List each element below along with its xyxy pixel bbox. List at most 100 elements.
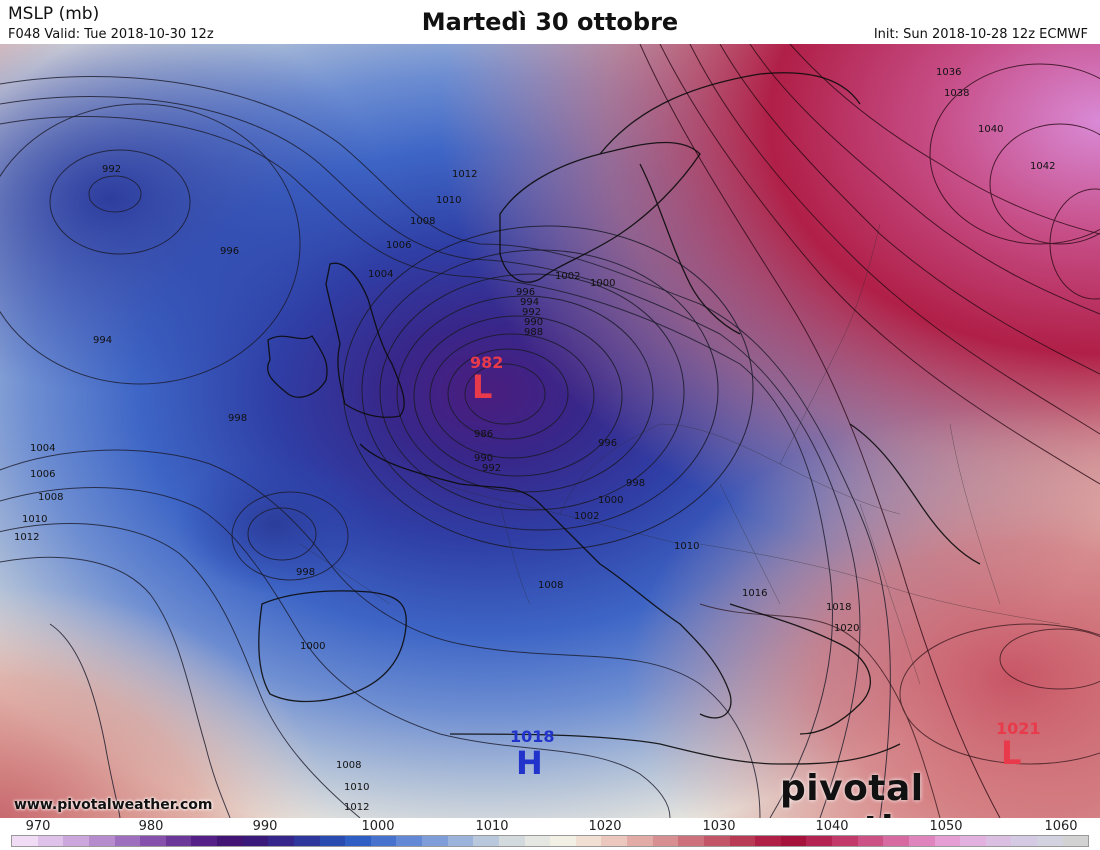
contour-label: 1010 [674,541,699,552]
colorbar-swatch [114,836,141,846]
colorbar-tick: 1020 [588,819,622,834]
contour-label: 992 [102,164,121,175]
contour-label: 992 [522,307,541,318]
colorbar-swatch [755,836,781,846]
colorbar-swatch [293,836,320,846]
colorbar-swatch [806,836,832,846]
variable-label: MSLP (mb) [8,4,100,24]
contour-label: 998 [626,478,645,489]
contour-label: 986 [474,429,493,440]
colorbar-swatch [12,836,38,846]
colorbar-swatch [1062,836,1089,846]
colorbar-swatch [370,836,397,846]
high-center-africa: 1018 H [510,727,555,782]
isobars-se [699,603,1100,818]
colorbar-tick: 980 [138,819,164,834]
contour-label: 1002 [555,271,580,282]
contour-label: 1012 [344,802,369,813]
colorbar-swatch [140,836,166,846]
coastlines [258,72,981,765]
contour-label: 1036 [936,67,961,78]
colorbar-swatch [37,836,64,846]
colorbar-swatch [729,836,756,846]
contour-label: 990 [474,453,493,464]
colorbar-swatch [652,836,679,846]
contour-label: 1012 [452,169,477,180]
isobars-nw-low [0,103,349,581]
pressure-colorbar: 970 980 990 1000 1010 1020 1030 1040 105… [0,818,1100,850]
contour-label: 1006 [386,240,411,251]
contour-label: 1006 [30,469,55,480]
colorbar-swatch [217,836,243,846]
colorbar-swatch [63,836,89,846]
contour-label: 1040 [978,124,1003,135]
isobars-ne-high [639,44,1100,818]
website-label[interactable]: www.pivotalweather.com [14,797,213,813]
colorbar-swatch [396,836,422,846]
contour-label: 1002 [574,511,599,522]
colorbar-swatch [960,836,986,846]
contour-label: 1008 [38,492,63,503]
colorbar-swatch [242,836,269,846]
contour-label: 1000 [590,278,615,289]
colorbar-tick: 970 [25,819,51,834]
contour-label: 1004 [368,269,393,280]
contour-label: 1038 [944,88,969,99]
pressure-map[interactable]: 992 996 994 998 1004 1006 1008 1010 1012… [0,44,1100,818]
isobars-broad [0,76,891,818]
contour-label: 1018 [826,602,851,613]
colorbar-swatch [165,836,192,846]
map-header: MSLP (mb) F048 Valid: Tue 2018-10-30 12z… [0,0,1100,44]
colorbar-tick: 1000 [361,819,395,834]
contour-label: 1010 [344,782,369,793]
map-title: Martedì 30 ottobre [421,8,679,36]
colorbar-swatch [268,836,294,846]
contour-label: 996 [516,287,535,298]
colorbar-swatch [88,836,115,846]
contour-label: 996 [220,246,239,257]
colorbar-swatch [780,836,807,846]
colorbar-swatch [1037,836,1063,846]
contour-label: 1008 [336,760,361,771]
colorbar-swatch [601,836,627,846]
low-center-value: 1021 [996,719,1041,738]
colorbar-swatch [908,836,935,846]
colorbar-swatch [1011,836,1037,846]
low-pressure-field-biscay [0,44,1100,818]
colorbar-tick: 1040 [815,819,849,834]
colorbar-swatch [678,836,704,846]
colorbar-swatch [985,836,1012,846]
low-center-letter: L [1001,734,1021,772]
colorbar-swatch [934,836,961,846]
contour-label: 1010 [22,514,47,525]
contour-label: 990 [524,317,543,328]
contour-label: 998 [228,413,247,424]
contour-label: 998 [296,567,315,578]
contour-label: 1020 [834,623,859,634]
low-center-se: 1021 L [996,719,1041,772]
colorbar-swatch [422,836,448,846]
colorbar-tick: 1030 [702,819,736,834]
contour-label: 988 [524,327,543,338]
low-center-letter: L [472,368,492,406]
low-center-value: 982 [470,353,503,372]
contour-label: 994 [520,297,539,308]
colorbar-swatch [883,836,909,846]
colorbar-swatch [498,836,525,846]
colorbar-swatch [473,836,499,846]
low-center-main: 982 L [470,353,503,406]
contour-label: 996 [598,438,617,449]
contour-label: 1000 [598,495,623,506]
high-center-letter: H [516,744,543,782]
colorbar-swatch [627,836,653,846]
contour-label: 1000 [300,641,325,652]
colorbar-strip [11,835,1089,847]
colorbar-swatch [191,836,217,846]
valid-time-label: F048 Valid: Tue 2018-10-30 12z [8,27,214,42]
contour-label: 1008 [538,580,563,591]
colorbar-swatch [832,836,858,846]
contour-label: 1004 [30,443,55,454]
contour-label: 994 [93,335,112,346]
colorbar-swatch [857,836,884,846]
colorbar-tick: 990 [252,819,278,834]
